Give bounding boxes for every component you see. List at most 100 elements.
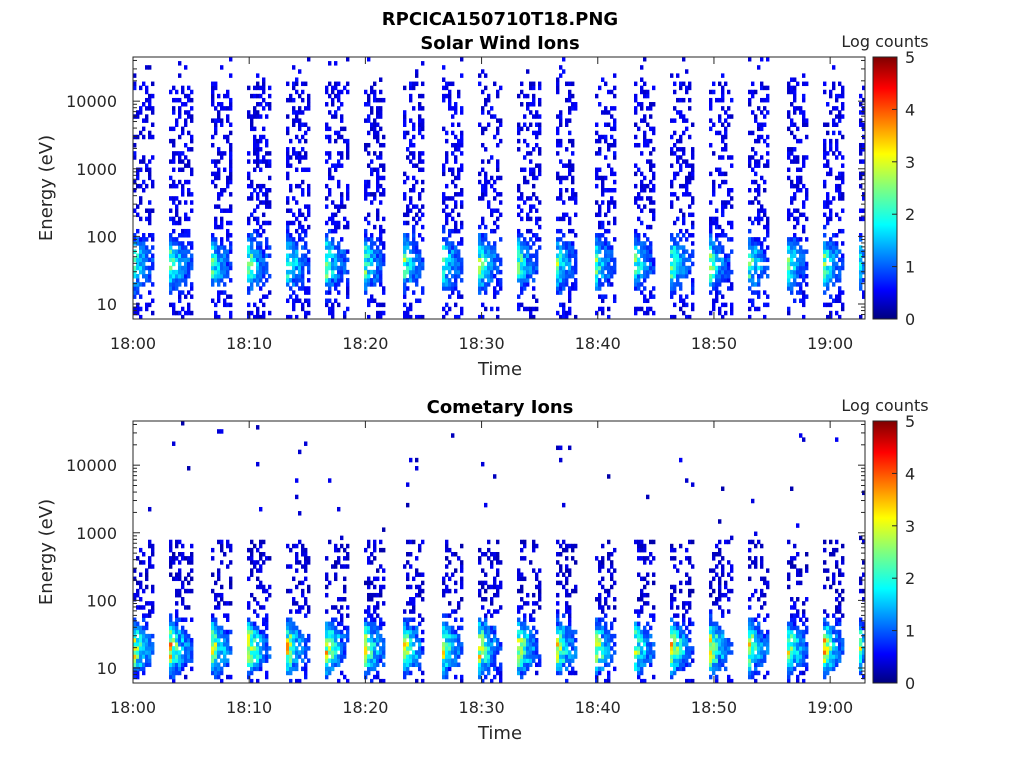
spectrogram-cell bbox=[712, 257, 716, 263]
spectrogram-cell bbox=[178, 151, 182, 156]
spectrogram-cell bbox=[379, 175, 383, 181]
spectrogram-cell bbox=[226, 629, 230, 635]
spectrogram-cell bbox=[415, 73, 419, 78]
spectrogram-cell bbox=[295, 114, 299, 119]
spectrogram-cell bbox=[253, 646, 257, 651]
spectrogram-cell bbox=[370, 106, 374, 111]
spectrogram-cell bbox=[181, 580, 185, 586]
spectrogram-cell bbox=[175, 633, 179, 639]
spectrogram-cell bbox=[406, 212, 410, 218]
spectrogram-cell bbox=[139, 650, 143, 655]
spectrogram-cell bbox=[337, 269, 341, 275]
spectrogram-cell bbox=[259, 253, 263, 258]
spectrogram-cell bbox=[253, 85, 257, 91]
spectrogram-cell bbox=[529, 314, 533, 320]
spectrogram-cell bbox=[169, 159, 173, 164]
spectrogram-cell bbox=[673, 261, 677, 267]
spectrogram-cell bbox=[478, 633, 482, 639]
spectrogram-cell bbox=[145, 89, 149, 95]
spectrogram-cell bbox=[211, 171, 215, 177]
spectrogram-cell bbox=[451, 290, 455, 295]
spectrogram-cell bbox=[328, 261, 332, 267]
spectrogram-cell bbox=[376, 605, 380, 610]
spectrogram-cell bbox=[229, 629, 233, 635]
spectrogram-cell bbox=[133, 134, 137, 140]
spectrogram-cell bbox=[133, 666, 137, 672]
spectrogram-cell bbox=[532, 592, 536, 598]
spectrogram-cell bbox=[421, 237, 425, 242]
spectrogram-cell bbox=[409, 539, 413, 545]
spectrogram-cell bbox=[253, 654, 257, 659]
spectrogram-cell bbox=[367, 183, 371, 189]
spectrogram-cell bbox=[799, 188, 803, 193]
spectrogram-cell bbox=[259, 286, 263, 291]
spectrogram-cell bbox=[685, 179, 689, 185]
spectrogram-cell bbox=[724, 265, 728, 271]
spectrogram-cell bbox=[229, 265, 233, 271]
spectrogram-cell bbox=[181, 151, 185, 156]
spectrogram-cell bbox=[250, 572, 254, 577]
spectrogram-cell bbox=[673, 81, 677, 87]
spectrogram-cell bbox=[334, 163, 338, 168]
spectrogram-cell bbox=[529, 617, 533, 622]
spectrogram-cell bbox=[484, 306, 488, 312]
spectrogram-cell bbox=[652, 126, 656, 132]
spectrogram-cell bbox=[304, 310, 308, 316]
spectrogram-cell bbox=[292, 633, 296, 639]
spectrogram-cell bbox=[307, 102, 311, 107]
spectrogram-cell bbox=[610, 257, 614, 263]
spectrogram-cell bbox=[484, 625, 488, 631]
spectrogram-cell bbox=[757, 200, 761, 205]
spectrogram-cell bbox=[412, 204, 416, 209]
spectrogram-cell bbox=[178, 290, 182, 295]
spectrogram-cell bbox=[334, 81, 338, 87]
spectrogram-cell bbox=[649, 200, 653, 205]
spectrogram-cell bbox=[445, 245, 449, 250]
spectrogram-cell bbox=[493, 290, 497, 295]
spectrogram-cell bbox=[373, 658, 377, 663]
spectrogram-cell bbox=[715, 273, 719, 279]
spectrogram-cell bbox=[178, 179, 182, 185]
spectrogram-cell bbox=[217, 93, 221, 99]
spectrogram-cell bbox=[151, 646, 155, 651]
spectrogram-cell bbox=[214, 220, 218, 226]
spectrogram-cell bbox=[328, 192, 332, 197]
spectrogram-cell bbox=[256, 613, 260, 618]
spectrogram-cell bbox=[604, 134, 608, 140]
spectrogram-cell bbox=[328, 138, 332, 144]
spectrogram-cell bbox=[442, 650, 446, 655]
spectrogram-cell bbox=[364, 249, 368, 254]
spectrogram-cell bbox=[403, 646, 407, 651]
spectrogram-cell bbox=[169, 241, 173, 246]
spectrogram-cell bbox=[343, 654, 347, 659]
spectrogram-cell bbox=[673, 273, 677, 279]
spectrogram-cell bbox=[256, 273, 260, 279]
spectrogram-cell bbox=[145, 265, 149, 271]
spectrogram-cell bbox=[454, 314, 458, 320]
spectrogram-cell bbox=[148, 93, 152, 99]
spectrogram-cell bbox=[484, 621, 488, 627]
spectrogram-cell bbox=[379, 617, 383, 622]
spectrogram-cell bbox=[478, 286, 482, 291]
spectrogram-cell bbox=[559, 228, 563, 234]
spectrogram-cell bbox=[649, 294, 653, 299]
spectrogram-cell bbox=[673, 282, 677, 287]
spectrogram-cell bbox=[727, 257, 731, 263]
spectrogram-cell bbox=[478, 629, 482, 635]
spectrogram-cell bbox=[526, 592, 530, 598]
spectrogram-cell bbox=[286, 298, 290, 304]
spectrogram-cell bbox=[634, 278, 638, 283]
spectrogram-cell bbox=[268, 204, 272, 209]
spectrogram-cell bbox=[139, 306, 143, 312]
spectrogram-cell bbox=[190, 560, 194, 565]
spectrogram-cell bbox=[364, 658, 368, 663]
spectrogram-cell bbox=[829, 142, 833, 148]
spectrogram-cell bbox=[829, 249, 833, 254]
spectrogram-cell bbox=[382, 678, 386, 684]
spectrogram-cell bbox=[214, 81, 218, 87]
spectrogram-cell bbox=[520, 192, 524, 197]
spectrogram-cell bbox=[676, 147, 680, 152]
spectrogram-cell bbox=[802, 314, 806, 320]
spectrogram-cell bbox=[607, 314, 611, 320]
spectrogram-cell bbox=[187, 306, 191, 312]
